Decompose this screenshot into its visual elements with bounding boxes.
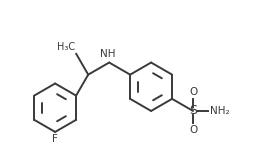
Text: NH₂: NH₂ (210, 106, 230, 116)
Text: O: O (189, 87, 197, 97)
Text: F: F (52, 134, 58, 144)
Text: S: S (189, 104, 197, 117)
Text: H₃C: H₃C (57, 42, 75, 52)
Text: O: O (189, 125, 197, 135)
Text: NH: NH (100, 49, 116, 59)
